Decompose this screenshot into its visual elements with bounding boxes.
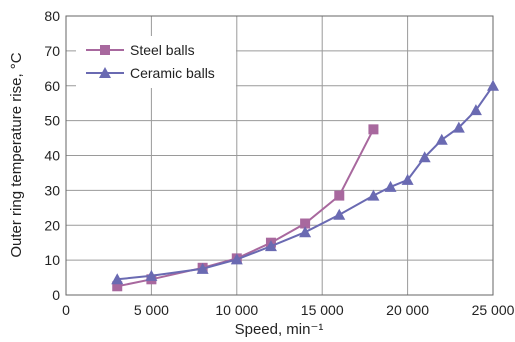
legend-marker-steel-balls xyxy=(100,45,110,55)
data-point-ceramic-balls xyxy=(469,104,482,116)
data-point-steel-balls xyxy=(112,281,123,292)
x-tick-label: 10 000 xyxy=(215,302,258,318)
data-point-ceramic-balls xyxy=(435,133,448,145)
data-point-ceramic-balls xyxy=(452,121,465,133)
data-point-steel-balls xyxy=(334,190,345,201)
y-tick-label: 0 xyxy=(52,287,60,303)
data-point-ceramic-balls xyxy=(196,262,209,274)
y-tick-label: 20 xyxy=(44,217,60,233)
tick-labels: 0 5 000 10 000 15 000 20 000 25 000 0 10 20 30 40 5… xyxy=(44,8,514,318)
x-tick-label: 20 000 xyxy=(386,302,429,318)
y-tick-label: 30 xyxy=(44,182,60,198)
x-tick-label: 0 xyxy=(62,302,70,318)
data-point-ceramic-balls xyxy=(111,273,124,285)
data-point-ceramic-balls xyxy=(367,189,380,201)
x-tick-label: 15 000 xyxy=(301,302,344,318)
legend-box xyxy=(76,36,236,88)
y-tick-label: 60 xyxy=(44,78,60,94)
data-point-ceramic-balls xyxy=(487,79,499,91)
series-line-ceramic-balls xyxy=(117,85,494,281)
y-tick-label: 70 xyxy=(44,43,60,59)
data-point-steel-balls xyxy=(368,124,379,135)
series-line-steel-balls xyxy=(116,128,375,288)
x-tick-label: 5 000 xyxy=(134,302,169,318)
data-point-ceramic-balls xyxy=(264,240,277,252)
data-point-ceramic-balls xyxy=(145,269,158,281)
plot-frame xyxy=(65,15,494,296)
data-point-ceramic-balls xyxy=(401,173,414,185)
data-point-ceramic-balls xyxy=(384,180,397,192)
data-point-ceramic-balls xyxy=(230,253,243,265)
legend-label-ceramic-balls: Ceramic balls xyxy=(130,65,215,81)
y-tick-label: 40 xyxy=(44,148,60,164)
y-tick-label: 10 xyxy=(44,252,60,268)
data-point-ceramic-balls xyxy=(333,208,346,220)
data-point-steel-balls xyxy=(300,218,311,229)
x-tick-label: 25 000 xyxy=(472,302,515,318)
data-point-ceramic-balls xyxy=(299,226,312,238)
y-tick-label: 80 xyxy=(44,8,60,24)
y-tick-label: 50 xyxy=(44,113,60,129)
legend-marker-ceramic-balls xyxy=(99,67,111,78)
y-axis-title: Outer ring temperature rise, °C xyxy=(8,52,25,257)
x-axis-title: Speed, min⁻¹ xyxy=(235,321,324,338)
data-point-ceramic-balls xyxy=(418,151,431,163)
series-layer xyxy=(111,79,499,292)
legend: Steel balls Ceramic balls xyxy=(76,36,236,88)
legend-label-steel-balls: Steel balls xyxy=(130,42,195,58)
